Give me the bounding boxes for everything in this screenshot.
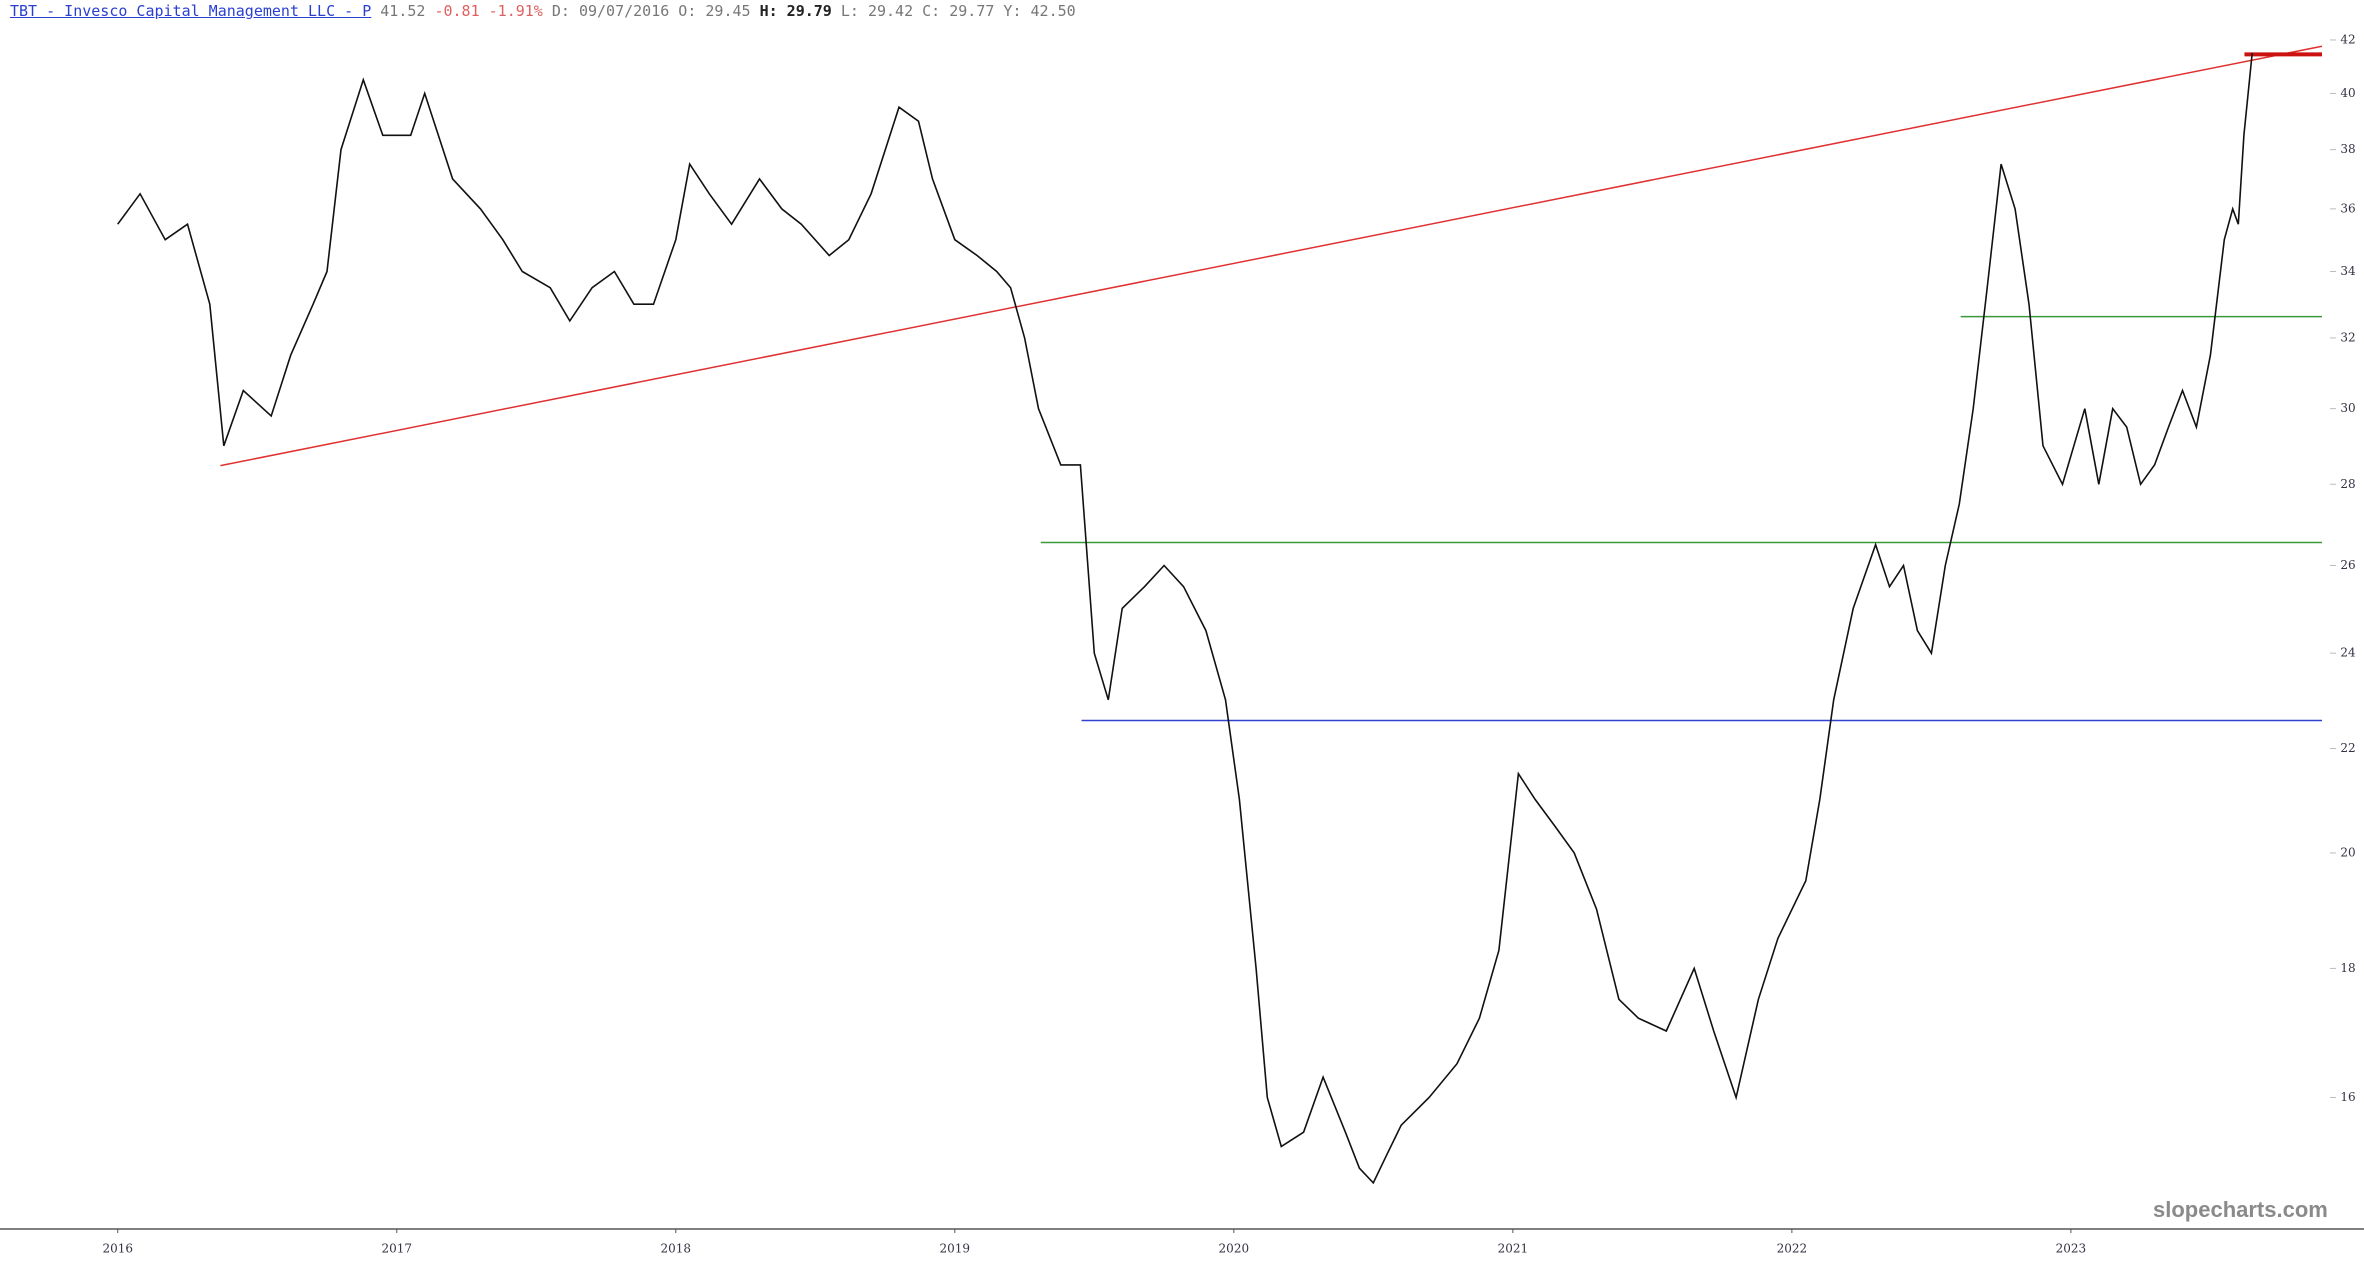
header-field: L: 29.42 (840, 2, 914, 20)
x-tick-label: 2018 (661, 1242, 692, 1256)
header-field: C: 29.77 (922, 2, 995, 20)
trend-line (220, 45, 2323, 467)
y-tick-label: 38 (2340, 142, 2355, 156)
x-tick-label: 2021 (1498, 1242, 1529, 1256)
y-tick-label: 20 (2340, 845, 2355, 859)
header: TBT - Invesco Capital Management LLC - P… (10, 2, 1076, 20)
y-tick-label: 34 (2340, 264, 2356, 278)
x-tick-label: 2023 (2056, 1242, 2087, 1256)
header-field: -1.91% (488, 2, 543, 20)
y-tick-label: 28 (2340, 477, 2355, 491)
header-field: -0.81 (434, 2, 480, 20)
ticker-link[interactable]: TBT - Invesco Capital Management LLC - P (10, 2, 372, 20)
price-line (117, 53, 2253, 1185)
header-field: D: 09/07/2016 (551, 2, 670, 20)
y-tick-label: 18 (2340, 961, 2355, 975)
header-field: O: 29.45 (678, 2, 751, 20)
x-tick-label: 2022 (1777, 1242, 1808, 1256)
y-tick-label: 42 (2340, 32, 2355, 46)
y-tick-label: 30 (2340, 401, 2355, 415)
y-tick-label: 16 (2340, 1090, 2355, 1104)
header-field: Y: 42.50 (1003, 2, 1076, 20)
y-tick-label: 36 (2340, 201, 2355, 215)
y-tick-label: 26 (2340, 558, 2355, 572)
y-tick-label: 40 (2340, 86, 2355, 100)
watermark: slopecharts.com (2153, 1197, 2328, 1222)
x-tick-label: 2016 (102, 1242, 133, 1256)
header-field: 41.52 (380, 2, 426, 20)
y-tick-label: 22 (2340, 741, 2355, 755)
x-tick-label: 2020 (1219, 1242, 1250, 1256)
y-tick-label: 32 (2340, 330, 2355, 344)
x-tick-label: 2017 (381, 1242, 412, 1256)
header-field: H: 29.79 (759, 2, 832, 20)
x-tick-label: 2019 (940, 1242, 971, 1256)
y-tick-label: 24 (2340, 646, 2356, 660)
